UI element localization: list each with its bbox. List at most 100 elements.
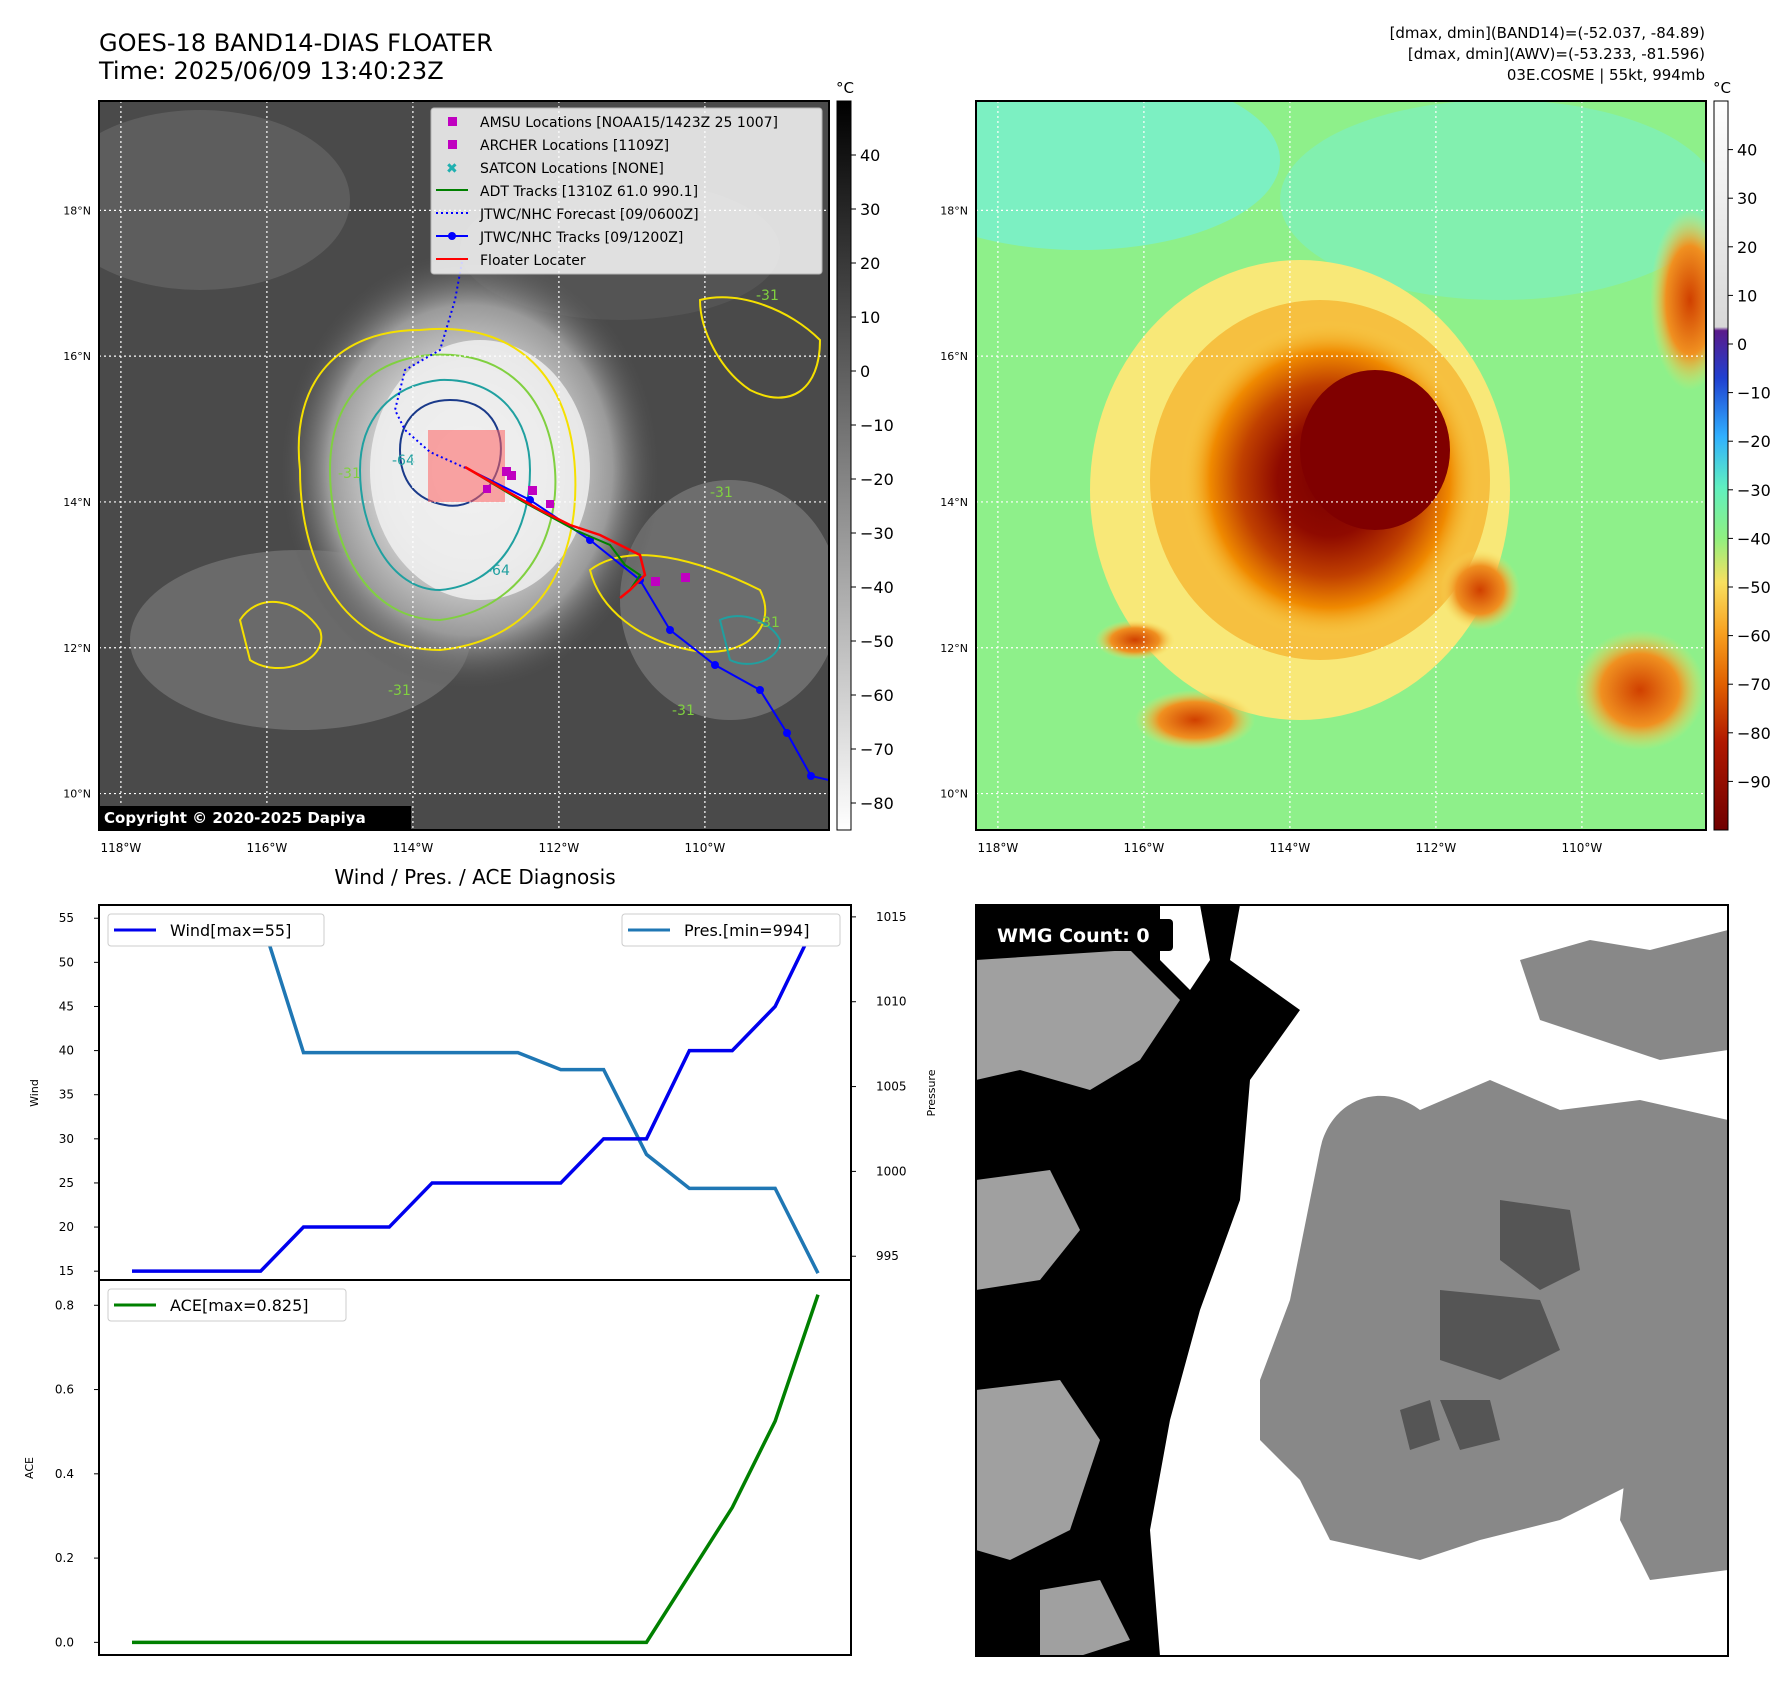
ace-tick-label: 0.0 (55, 1635, 74, 1649)
ir-lon-label: 114°W (393, 841, 434, 855)
awv-colorbar: °C 40 30 20 10 0 −10 −20 −30 −40 −50 −60 −70 −80 −90 (1713, 79, 1771, 831)
colorbar-tick-label: −40 (860, 578, 894, 597)
pressure-legend-label: Pres.[min=994] (684, 921, 809, 940)
ace-legend: ACE[max=0.825] (107, 1288, 347, 1322)
stats-band14: [dmax, dmin](BAND14)=(-52.037, -84.89) (1390, 24, 1705, 42)
pressure-legend: Pres.[min=994] (621, 913, 841, 947)
colorbar-tick-label: 0 (860, 362, 870, 381)
contour-label: -31 (388, 683, 411, 699)
colorbar-tick-label: −50 (860, 632, 894, 651)
awv-lat-label: 10°N (940, 788, 968, 801)
wmg-label-bg (989, 919, 1173, 951)
ace-chart: 0.8 0.6 0.4 0.2 0.0 (55, 1279, 852, 1656)
contour-label: -31 (672, 703, 695, 719)
legend-label: ADT Tracks [1310Z 61.0 990.1] (480, 184, 698, 200)
contours (238, 296, 822, 669)
track-point (756, 686, 764, 694)
legend-label: Floater Locater (480, 253, 586, 269)
wind-tick-label: 45 (59, 999, 74, 1013)
contour-label: -64 (487, 563, 510, 579)
pressure-tick-label: 1015 (876, 910, 907, 924)
colorbar-tick-label: 30 (860, 200, 880, 219)
colorbar-tick-label: −50 (1737, 578, 1771, 597)
contour-label: -31 (757, 615, 780, 631)
stats-storm: 03E.COSME | 55kt, 994mb (1507, 66, 1705, 84)
legend-label: JTWC/NHC Forecast [09/0600Z] (479, 207, 699, 223)
wind-tick-label: 30 (59, 1132, 74, 1146)
colorbar-tick-label: 0 (1737, 335, 1747, 354)
figure-title: GOES-18 BAND14-DIAS FLOATER (99, 29, 493, 57)
colorbar-tick-label: 10 (1737, 286, 1757, 305)
wind-tick-label: 15 (59, 1264, 74, 1278)
track-point (711, 661, 719, 669)
stats-awv: [dmax, dmin](AWV)=(-53.233, -81.596) (1408, 45, 1705, 63)
legend-label: JTWC/NHC Tracks [09/1200Z] (479, 230, 683, 246)
ace-legend-label: ACE[max=0.825] (170, 1296, 309, 1315)
wmg-frame (975, 904, 1729, 1657)
copyright-bg (99, 806, 411, 830)
track-point (783, 729, 791, 737)
wind-legend-label: Wind[max=55] (170, 921, 291, 940)
ace-tick-label: 0.6 (55, 1383, 74, 1397)
wind-tick-label: 25 (59, 1176, 74, 1190)
colorbar-tick-label: 10 (860, 308, 880, 327)
copyright: Copyright © 2020-2025 Dapiya (104, 809, 366, 827)
forecast-track (393, 261, 471, 471)
wmg-panel: WMG Count: 0 (976, 905, 1728, 1656)
contour-label: -31 (710, 485, 733, 501)
track-point (807, 772, 815, 780)
ace-line (132, 1294, 820, 1645)
figure-time: Time: 2025/06/09 13:40:23Z (98, 57, 444, 85)
contour-label: -64 (392, 453, 415, 469)
colorbar-tick-label: −20 (1737, 432, 1771, 451)
awv-lat-label: 12°N (940, 642, 968, 655)
pressure-tick-label: 1005 (876, 1080, 907, 1094)
legend-marker-satcon: ✖ (446, 161, 458, 177)
colorbar-tick-label: 40 (860, 146, 880, 165)
ir-lon-label: 110°W (685, 841, 726, 855)
wind-tick-label: 40 (59, 1044, 74, 1058)
legend-label: SATCON Locations [NONE] (480, 161, 664, 177)
diagnosis-title: Wind / Pres. / ACE Diagnosis (334, 865, 615, 889)
wind-line (132, 917, 820, 1273)
wind-axis-label: Wind (28, 1079, 41, 1107)
ace-tick-label: 0.8 (55, 1298, 74, 1312)
awv-map-frame (975, 100, 1707, 831)
colorbar-tick-label: −30 (1737, 481, 1771, 500)
ir-lat-label: 16°N (63, 350, 91, 363)
ir-lon-label: 116°W (247, 841, 288, 855)
wind-pressure-chart: 55 50 45 40 35 30 25 20 15 1015 1010 1005 1000 995 (59, 904, 907, 1281)
awv-lon-label: 114°W (1270, 841, 1311, 855)
colorbar-tick-label: −20 (860, 470, 894, 489)
ir-lat-label: 12°N (63, 642, 91, 655)
colorbar-tick-label: −70 (1737, 675, 1771, 694)
awv-lat-label: 14°N (940, 496, 968, 509)
map-legend: AMSU Locations [NOAA15/1423Z 25 1007] AR… (430, 107, 823, 275)
floater-track (464, 465, 647, 599)
colorbar-tick-label: −40 (1737, 529, 1771, 548)
wind-legend: Wind[max=55] (107, 913, 325, 947)
pressure-tick-label: 1010 (876, 995, 907, 1009)
ir-colorbar-unit: °C (836, 79, 854, 97)
colorbar-tick-label: 30 (1737, 189, 1757, 208)
awv-lon-label: 112°W (1416, 841, 1457, 855)
colorbar-tick-label: 40 (1737, 141, 1757, 160)
colorbar-tick-label: −80 (860, 794, 894, 813)
ir-lon-label: 118°W (101, 841, 142, 855)
ir-lat-label: 14°N (63, 496, 91, 509)
colorbar-tick-label: −90 (1737, 772, 1771, 791)
legend-label: ARCHER Locations [1109Z] (480, 138, 669, 154)
ace-axis-label: ACE (23, 1457, 36, 1479)
colorbar-tick-label: −60 (860, 686, 894, 705)
colorbar-tick-label: −80 (1737, 724, 1771, 743)
wind-tick-label: 20 (59, 1220, 74, 1234)
awv-colorbar-unit: °C (1713, 79, 1731, 97)
legend-marker-archer (448, 140, 457, 149)
colorbar-tick-label: −70 (860, 740, 894, 759)
legend-marker-amsu (448, 117, 457, 126)
awv-lon-label: 118°W (978, 841, 1019, 855)
ir-lon-label: 112°W (539, 841, 580, 855)
awv-lat-label: 18°N (940, 204, 968, 217)
wind-tick-label: 55 (59, 911, 74, 925)
wind-tick-label: 35 (59, 1088, 74, 1102)
